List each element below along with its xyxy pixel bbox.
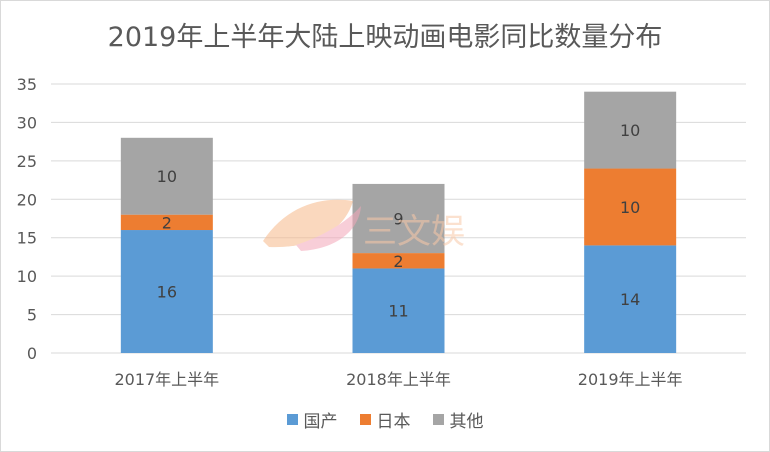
legend-swatch [432,414,444,425]
bar-segment [584,245,677,353]
data-label: 9 [393,210,403,229]
watermark-logo: 三文娱 [263,199,465,252]
legend-item: 国产 [286,407,338,432]
watermark-leaf-icon-pink [296,206,361,251]
y-tick-label: 10 [17,267,37,286]
legend-label: 日本 [376,412,411,432]
x-tick-label: 2018年上半年 [346,370,451,389]
chart-title: 2019年上半年大陆上映动画电影同比数量分布 [107,22,663,53]
x-tick-label: 2017年上半年 [114,370,219,389]
y-tick-label: 15 [17,229,37,248]
bar-segment [352,268,445,353]
y-axis-labels: 0 5 10 15 20 25 30 35 [17,75,37,363]
x-axis-labels: 2017年上半年 2018年上半年 2019年上半年 [114,370,682,389]
watermark-text: 三文娱 [363,212,465,252]
bar-segment [120,230,213,353]
legend-label: 其他 [449,412,484,432]
legend-item: 其他 [432,407,484,432]
data-label: 10 [620,121,640,140]
legend-swatch [359,414,371,425]
data-label: 11 [388,302,408,321]
y-tick-label: 5 [27,306,37,325]
data-label: 10 [620,198,640,217]
bar-segment [584,91,677,169]
bar-segment [584,168,677,246]
x-tick-label: 2019年上半年 [578,370,683,389]
legend-item: 日本 [359,407,411,432]
bar-segment [352,253,445,269]
y-tick-label: 25 [17,152,37,171]
legend-swatch [286,414,298,425]
y-tick-label: 30 [17,113,37,132]
watermark-leaf-icon [263,199,353,248]
data-label: 2 [162,213,172,232]
data-label: 14 [620,290,640,309]
y-tick-label: 0 [27,344,37,363]
data-label: 2 [393,252,403,271]
bar-segment [352,183,445,254]
data-label: 16 [157,283,177,302]
legend-label: 国产 [303,412,338,432]
bars: 16 2 10 11 2 9 14 10 10 [120,91,677,353]
legend: 国产 日本 其他 [1,407,769,432]
bar-segment [120,137,213,215]
bar-segment [120,214,213,231]
y-tick-label: 20 [17,190,37,209]
y-tick-label: 35 [17,75,37,94]
data-label: 10 [157,167,177,186]
